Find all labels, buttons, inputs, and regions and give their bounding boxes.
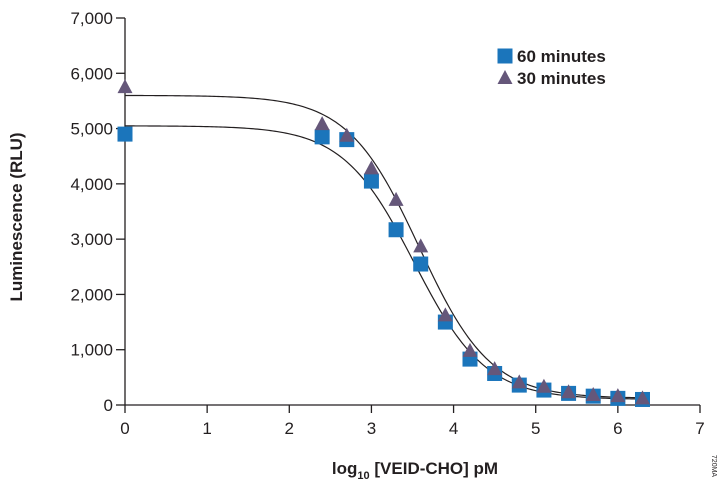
y-tick-label: 4,000 xyxy=(70,175,113,194)
data-point-30-minutes xyxy=(363,160,379,175)
y-tick-label: 5,000 xyxy=(70,120,113,139)
data-point-30-minutes xyxy=(437,307,453,322)
data-point-30-minutes xyxy=(561,384,577,399)
data-point-30-minutes xyxy=(635,390,650,405)
data-point-60-minutes xyxy=(413,256,429,272)
x-tick-label: 0 xyxy=(120,419,129,438)
data-point-30-minutes xyxy=(462,342,478,357)
data-point-60-minutes xyxy=(314,129,330,145)
x-tick-label: 6 xyxy=(613,419,622,438)
data-point-30-minutes xyxy=(117,79,133,94)
data-point-30-minutes xyxy=(585,387,601,402)
y-tick-label: 2,000 xyxy=(70,285,113,304)
data-point-30-minutes xyxy=(388,191,404,206)
y-tick-label: 7,000 xyxy=(70,9,113,28)
x-tick-label: 3 xyxy=(367,419,376,438)
x-axis-title: log10 [VEID-CHO] pM xyxy=(332,459,498,482)
legend-marker-triangle xyxy=(497,70,513,84)
legend: 60 minutes 30 minutes xyxy=(497,47,606,88)
fit-curve xyxy=(125,125,647,400)
fit-curve xyxy=(125,94,647,399)
data-markers xyxy=(117,79,650,407)
data-point-60-minutes xyxy=(388,222,404,238)
data-point-30-minutes xyxy=(339,127,355,142)
x-tick-label: 2 xyxy=(285,419,294,438)
y-tick-label: 6,000 xyxy=(70,64,113,83)
data-point-30-minutes xyxy=(314,116,330,131)
data-point-30-minutes xyxy=(511,374,527,389)
axes: 0 1,000 2,000 3,000 4,000 5,000 6,000 7,000 0 1 2 3… xyxy=(70,9,704,438)
x-tick-label: 5 xyxy=(531,419,540,438)
y-tick-label: 1,000 xyxy=(70,341,113,360)
data-point-30-minutes xyxy=(536,378,552,393)
legend-label: 60 minutes xyxy=(517,47,606,66)
y-tick-label: 0 xyxy=(104,396,113,415)
data-point-60-minutes xyxy=(363,173,379,189)
x-tick-label: 4 xyxy=(449,419,458,438)
data-point-60-minutes xyxy=(117,126,133,142)
data-point-30-minutes xyxy=(413,238,429,253)
x-tick-label: 1 xyxy=(202,419,211,438)
data-point-30-minutes xyxy=(487,361,503,376)
x-axis-title-main: log xyxy=(332,459,358,478)
y-tick-label: 3,000 xyxy=(70,230,113,249)
legend-marker-square xyxy=(497,48,513,64)
x-tick-label: 7 xyxy=(695,419,704,438)
y-axis-title: Luminescence (RLU) xyxy=(7,132,26,301)
x-axis-title-subscript: 10 xyxy=(357,470,369,482)
x-axis-title-rest: [VEID-CHO] pM xyxy=(370,459,498,478)
legend-label: 30 minutes xyxy=(517,69,606,88)
data-point-30-minutes xyxy=(610,388,626,403)
fit-curves xyxy=(125,94,647,400)
figure-code: 720MA xyxy=(710,455,717,478)
